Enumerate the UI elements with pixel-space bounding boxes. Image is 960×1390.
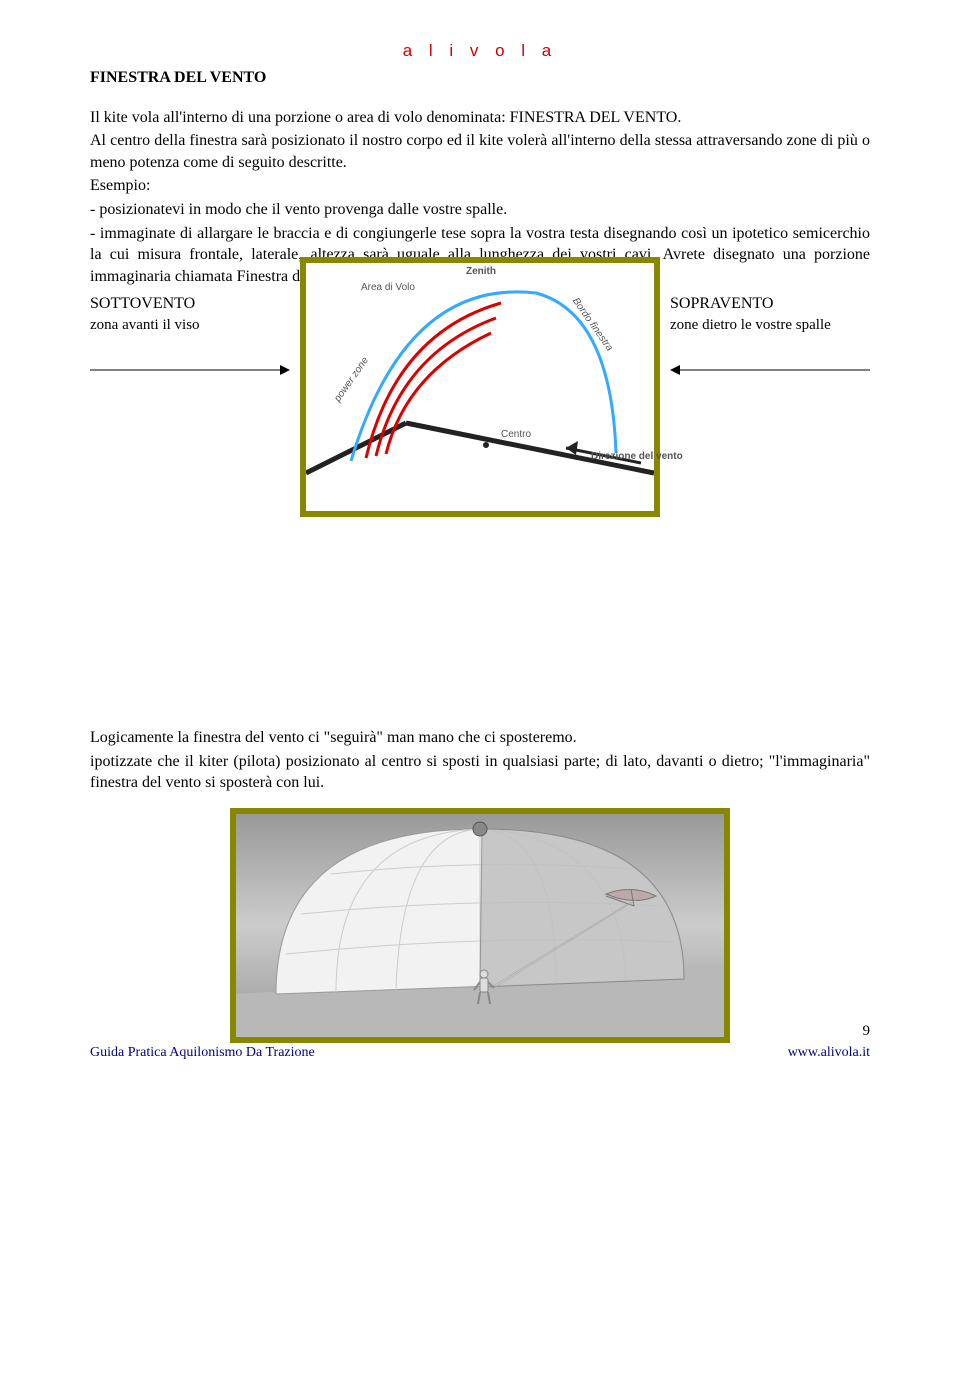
- brand-header: a l i v o l a: [90, 40, 870, 63]
- diagram-wind-window-svg: [306, 263, 654, 511]
- centro-label: Centro: [501, 428, 531, 442]
- footer-url: www.alivola.it: [788, 1044, 870, 1063]
- zenith-label: Zenith: [466, 265, 496, 279]
- paragraph-3: Esempio:: [90, 175, 870, 197]
- page-footer: Guida Pratica Aquilonismo Da Trazione ww…: [90, 1044, 870, 1063]
- direzione-vento-label: Direzione del vento: [591, 451, 651, 462]
- sottovento-sub: zona avanti il viso: [90, 315, 290, 335]
- footer-guide-title: Guida Pratica Aquilonismo Da Trazione: [90, 1044, 315, 1063]
- paragraph-1: Il kite vola all'interno di una porzione…: [90, 107, 870, 129]
- sottovento-block: SOTTOVENTO zona avanti il viso: [90, 293, 290, 335]
- sopravento-sub: zone dietro le vostre spalle: [670, 315, 870, 335]
- arrow-left-icon: [670, 363, 870, 377]
- diagram-dome: [230, 808, 730, 1043]
- section-heading: FINESTRA DEL VENTO: [90, 67, 870, 89]
- paragraph-4: - posizionatevi in modo che il vento pro…: [90, 199, 870, 221]
- arrow-right-icon: [90, 363, 290, 377]
- area-volo-label: Area di Volo: [361, 281, 415, 295]
- paragraph-6: Logicamente la finestra del vento ci "se…: [90, 727, 870, 749]
- paragraph-2: Al centro della finestra sarà posizionat…: [90, 130, 870, 173]
- sopravento-title: SOPRAVENTO: [670, 293, 870, 315]
- sopravento-block: SOPRAVENTO zone dietro le vostre spalle: [670, 293, 870, 335]
- paragraph-7: ipotizzate che il kiter (pilota) posizio…: [90, 751, 870, 794]
- sottovento-title: SOTTOVENTO: [90, 293, 290, 315]
- diagram-wind-window: Zenith Area di Volo power zone Bordo fin…: [300, 257, 660, 517]
- diagram-dome-svg: [236, 814, 724, 1037]
- diagram-dome-wrap: [90, 808, 870, 1043]
- page-number: 9: [863, 1021, 871, 1041]
